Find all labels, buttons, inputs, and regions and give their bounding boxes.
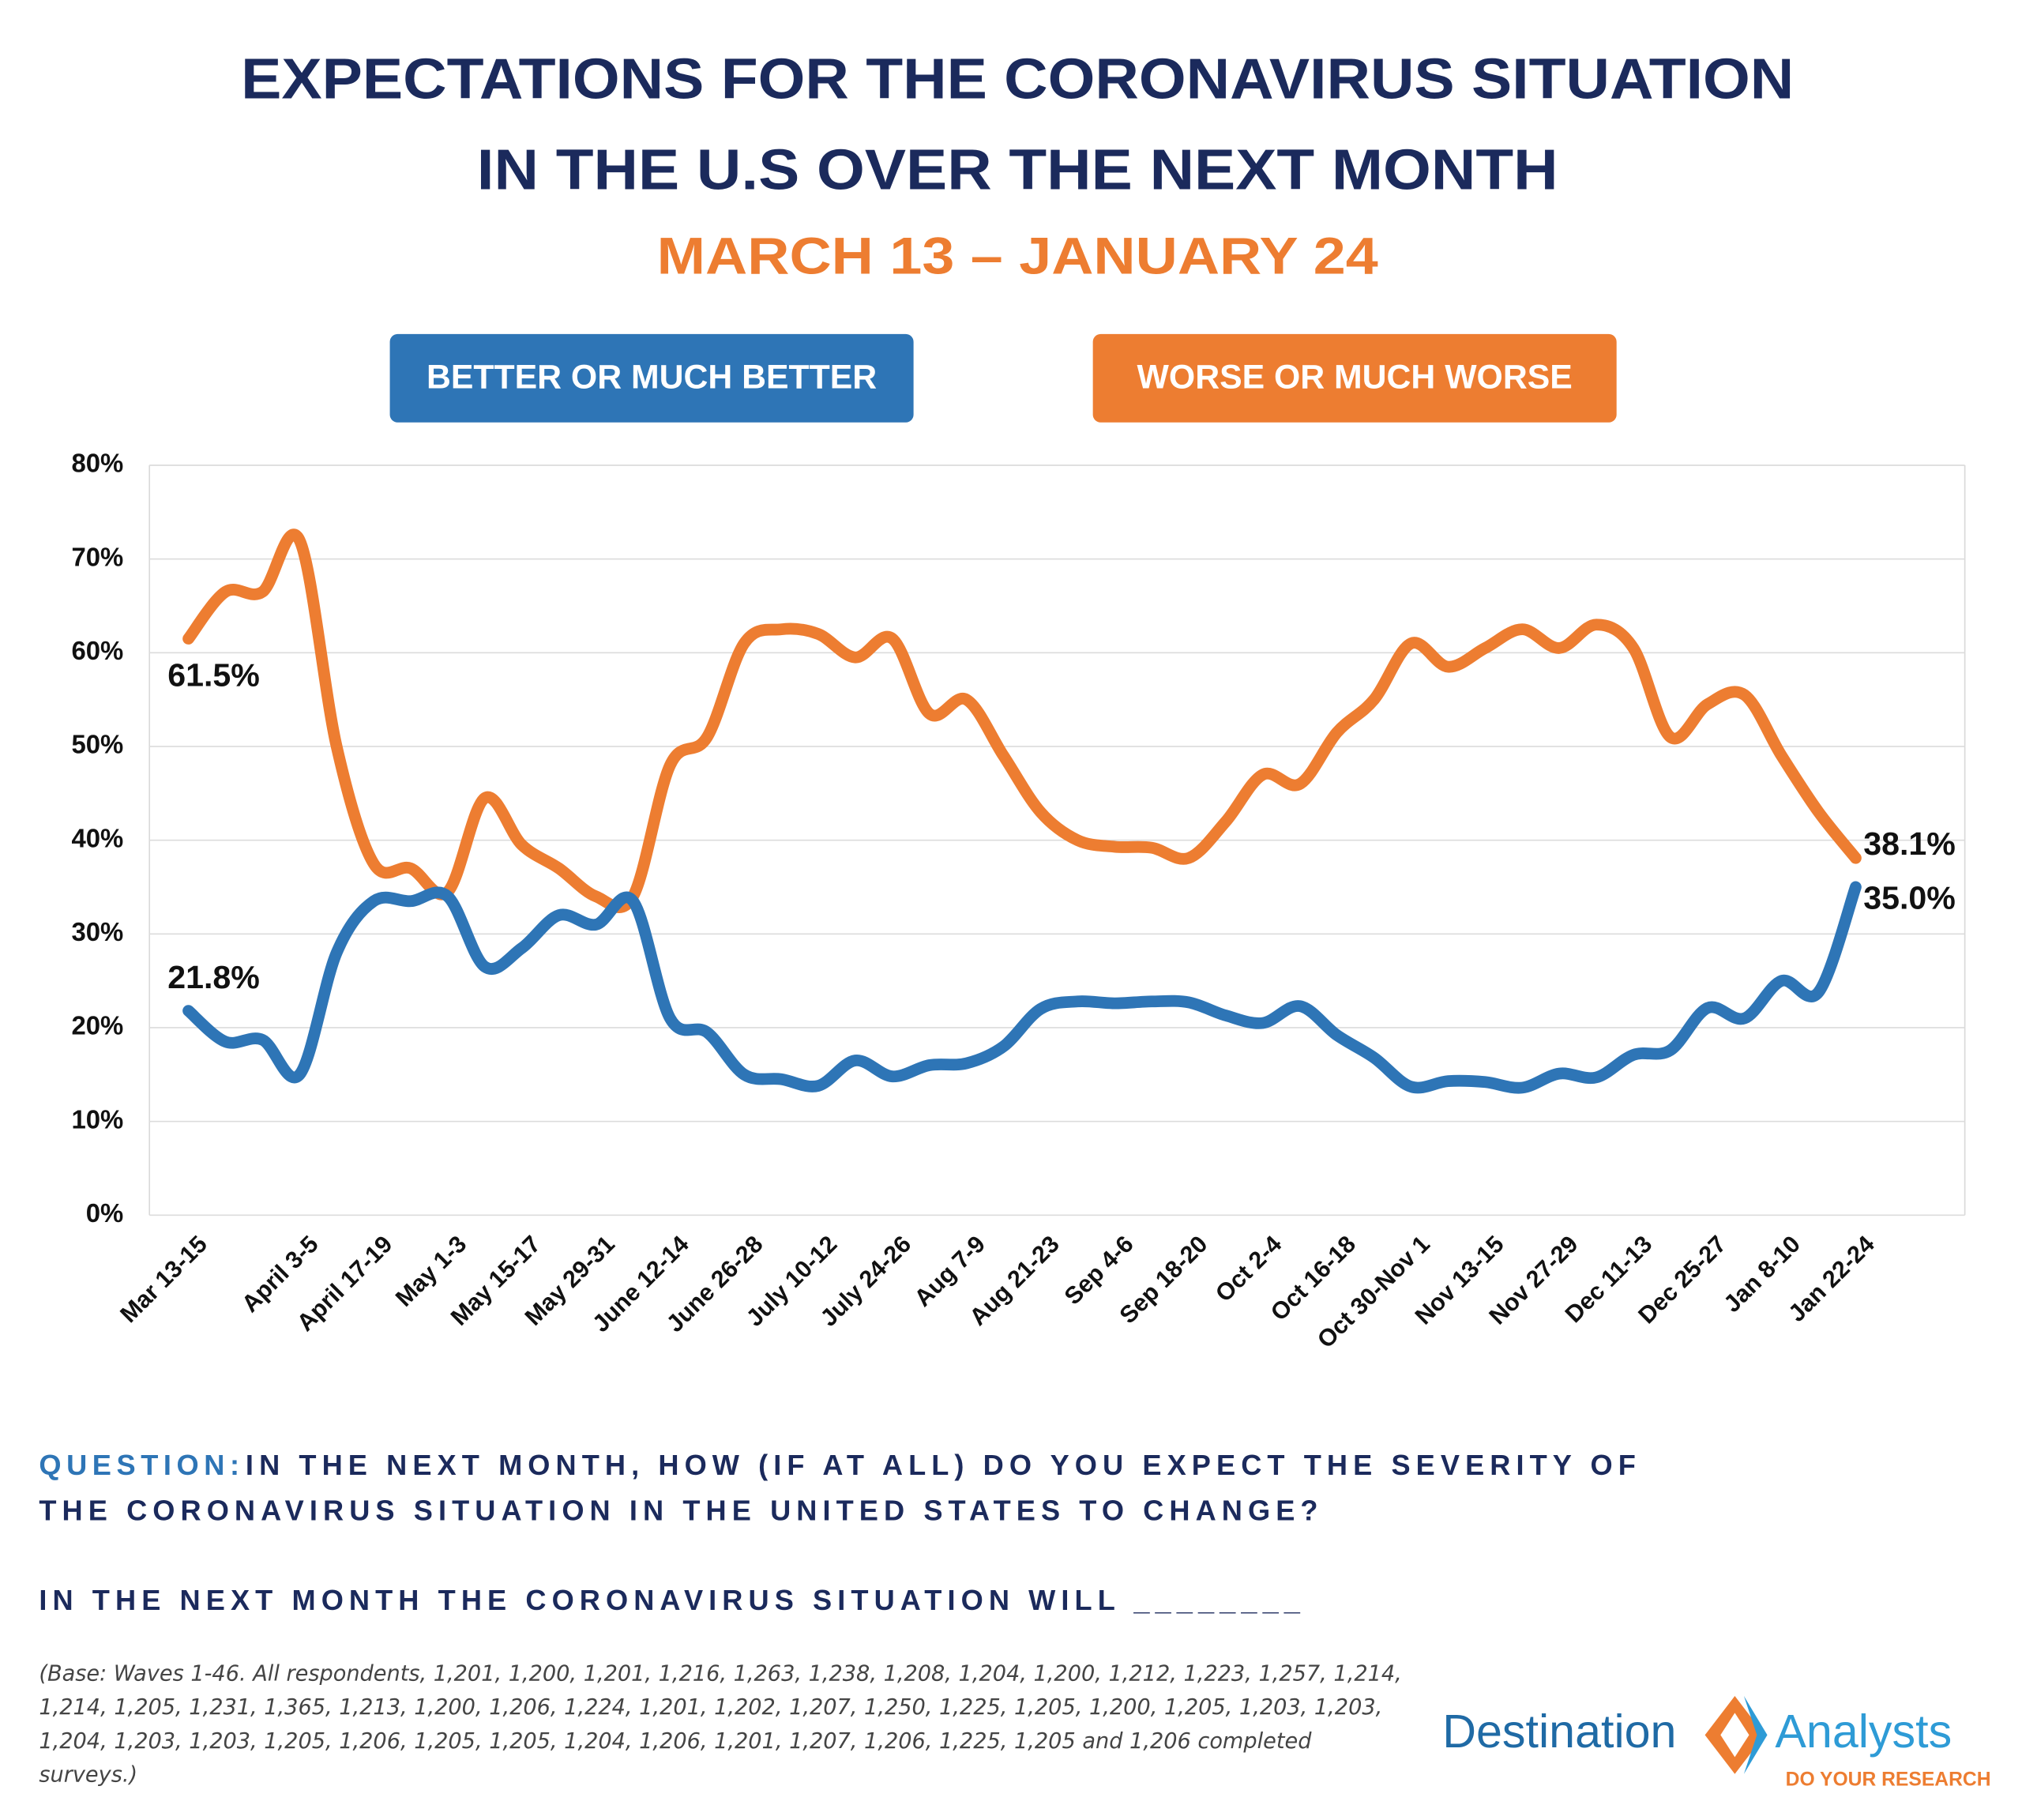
- legend: BETTER OR MUCH BETTER WORSE OR MUCH WORSE: [389, 333, 1617, 423]
- y-tick-label: 60%: [71, 636, 123, 665]
- chart-title: EXPECTATIONS FOR THE CORONAVIRUS SITUATI…: [241, 47, 1794, 111]
- legend-label: BETTER OR MUCH BETTER: [427, 359, 877, 397]
- y-tick-label: 30%: [71, 917, 123, 946]
- data-label: 38.1%: [1863, 825, 1956, 862]
- y-tick-label: 20%: [71, 1011, 123, 1040]
- y-tick-label: 70%: [71, 542, 123, 571]
- data-label: 21.8%: [167, 959, 260, 995]
- question-text: THE CORONAVIRUS SITUATION IN THE UNITED …: [39, 1495, 1323, 1527]
- y-tick-label: 80%: [71, 449, 123, 478]
- series-line: [182, 881, 1862, 1094]
- y-tick-label: 10%: [71, 1104, 123, 1134]
- statement: IN THE NEXT MONTH THE CORONAVIRUS SITUAT…: [39, 1584, 1306, 1616]
- series-line: [182, 528, 1862, 913]
- data-label: 61.5%: [167, 657, 260, 694]
- legend-swatch: [1092, 333, 1617, 423]
- y-tick-label: 0%: [86, 1198, 124, 1228]
- chart-subtitle: MARCH 13 – JANUARY 24: [657, 226, 1379, 284]
- y-tick-label: 40%: [71, 823, 123, 852]
- legend-swatch: [389, 333, 914, 423]
- plot-area: 0%10%20%30%40%50%60%70%80%Mar 13-15 April…: [71, 449, 1966, 1353]
- logo-text: Analysts: [1775, 1705, 1952, 1758]
- x-tick-label: Mar 13-15: [115, 1231, 212, 1328]
- note-box: (Base: Waves 1-46. All respondents, 1,20…: [39, 1660, 1402, 1788]
- logo-tagline: DO YOUR RESEARCH: [1786, 1769, 1991, 1791]
- logo-icon: [1743, 1696, 1768, 1774]
- legend-label: WORSE OR MUCH WORSE: [1137, 359, 1573, 397]
- y-tick-label: 50%: [71, 730, 123, 759]
- question-label: QUESTION:: [39, 1449, 244, 1481]
- chart-title: IN THE U.S OVER THE NEXT MONTH: [477, 138, 1558, 202]
- logo-text: Destination: [1442, 1705, 1676, 1758]
- logo: Destination Analysts DO YOUR RESEARCH: [1442, 1696, 1991, 1791]
- base-note: (Base: Waves 1-46. All respondents, 1,20…: [39, 1660, 1402, 1788]
- data-label: 35.0%: [1863, 879, 1956, 916]
- question-text: IN THE NEXT MONTH, HOW (IF AT ALL) DO YO…: [246, 1449, 1641, 1481]
